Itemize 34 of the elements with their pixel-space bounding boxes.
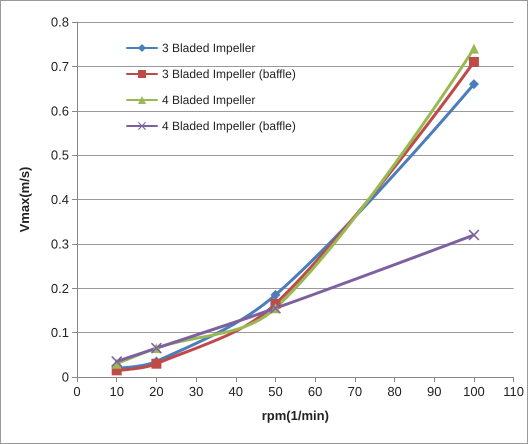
y-tick-label: 0.1 — [50, 325, 69, 340]
legend-label: 4 Bladed Impeller — [162, 93, 256, 107]
point — [468, 56, 479, 67]
y-tick-label: 0.5 — [50, 148, 69, 163]
point — [151, 358, 162, 369]
x-tick-label: 50 — [268, 384, 283, 399]
point — [270, 290, 280, 300]
y-tick-label: 0 — [62, 370, 69, 384]
x-tick-label: 70 — [348, 384, 362, 399]
legend-label: 3 Bladed Impeller — [162, 41, 256, 55]
x-tick-label: 90 — [427, 384, 442, 399]
y-tick-label: 0.7 — [50, 58, 69, 74]
y-axis-title: Vmax(m/s) — [17, 166, 32, 232]
x-axis-title: rpm(1/min) — [262, 408, 329, 423]
x-tick-label: 0 — [73, 384, 81, 399]
point — [468, 230, 480, 240]
x-tick-label: 10 — [109, 384, 124, 399]
legend-label: 3 Bladed Impeller (baffle) — [162, 67, 296, 81]
x-tick-label: 110 — [503, 384, 524, 399]
x-tick-label: 40 — [228, 384, 244, 399]
x-tick-label: 100 — [463, 384, 485, 399]
x-tick-label: 30 — [188, 384, 204, 399]
point — [468, 44, 479, 54]
x-tick-label: 20 — [149, 384, 164, 399]
y-tick-label: 0.3 — [50, 236, 69, 252]
y-tick-label: 0.2 — [50, 280, 69, 296]
x-tick-label: 80 — [387, 384, 402, 399]
point — [111, 356, 122, 367]
point — [468, 79, 479, 90]
legend-label: 4 Bladed Impeller (baffle) — [162, 119, 296, 133]
y-tick-label: 0.4 — [50, 192, 69, 207]
x-tick-label: 60 — [308, 384, 322, 399]
y-tick-label: 0.6 — [50, 103, 69, 118]
y-tick-label: 0.8 — [50, 14, 69, 30]
